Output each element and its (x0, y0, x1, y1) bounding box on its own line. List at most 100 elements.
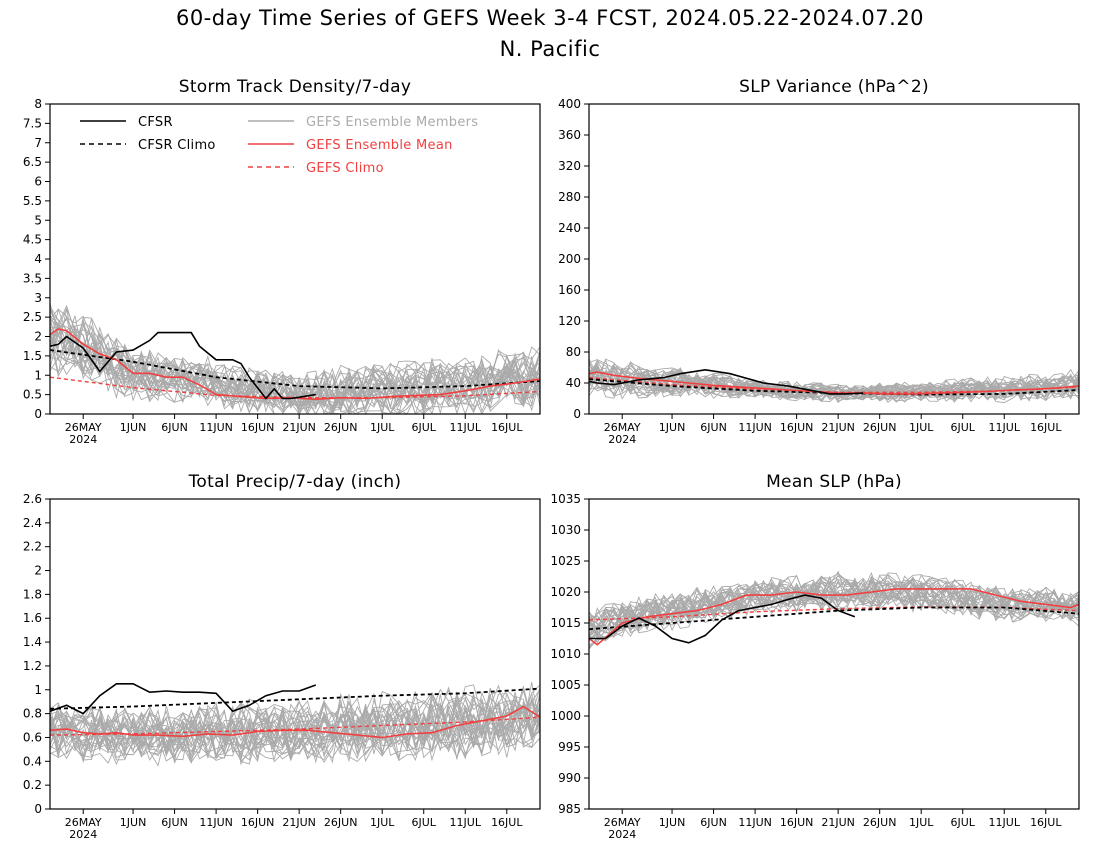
y-tick-label: 3.5 (23, 271, 42, 285)
y-tick-label: 120 (558, 314, 581, 328)
y-tick-label: 5.5 (23, 194, 42, 208)
y-tick-label: 1.2 (23, 659, 42, 673)
y-tick-label: 1 (34, 683, 42, 697)
y-tick-label: 0.2 (23, 778, 42, 792)
x-tick-label: 6JUL (951, 421, 976, 434)
panel-mslp: Mean SLP (hPa) 985 990 995 1000 1005 1010 1015 1… (550, 472, 1080, 841)
series-cfsr (50, 682, 317, 715)
series-cfsr-climo (589, 378, 1079, 396)
y-tick-label: 990 (558, 771, 581, 785)
x-tick-label: 26JUN (863, 421, 897, 434)
x-tick-year: 2024 (69, 828, 97, 841)
x-tick-label: 16JUL (491, 421, 523, 434)
y-tick-label: 2.5 (23, 310, 42, 324)
y-tick-label: 0 (34, 407, 42, 421)
panel-slpvar: SLP Variance (hPa^2) 0 40 80 120 160 200 240 280… (558, 77, 1080, 446)
legend-members-label: GEFS Ensemble Members (306, 115, 478, 130)
panel-title: Total Precip/7-day (inch) (188, 472, 402, 492)
x-tick-label: 11JUN (199, 816, 233, 829)
x-tick-label: 1JUL (370, 816, 395, 829)
ensemble-member-line (589, 362, 1079, 399)
x-tick-label: 21JUN (282, 421, 316, 434)
series-gefs-ensemble-mean (50, 705, 540, 739)
series-gefs-climo (50, 716, 540, 736)
x-tick-label: 6JUL (412, 421, 437, 434)
ensemble-member-line (589, 582, 1079, 650)
y-tick-label: 2.6 (23, 492, 42, 506)
legend-cfsr-label: CFSR (138, 115, 173, 130)
x-tick-year: 2024 (69, 433, 97, 446)
y-tick-label: 1.8 (23, 587, 42, 601)
series-gefs-ensemble-mean (50, 327, 540, 401)
x-tick-label: 21JUN (821, 816, 855, 829)
plot-frame (588, 103, 1080, 415)
x-tick-label: 26MAY (65, 816, 102, 829)
x-tick-label: 11JUL (989, 421, 1021, 434)
y-tick-label: 7 (34, 136, 42, 150)
ensemble-member-line (50, 302, 540, 409)
x-tick-label: 16JUL (1030, 816, 1062, 829)
x-tick-label: 1JUN (659, 816, 686, 829)
panel-storm: Storm Track Density/7-day 0 0.5 1 1.5 2 2.5 3 3.… (23, 77, 541, 446)
x-tick-label: 16JUN (241, 421, 275, 434)
y-tick-label: 1005 (550, 678, 581, 692)
ensemble-member-line (50, 308, 540, 406)
y-tick-label: 240 (558, 221, 581, 235)
y-tick-label: 400 (558, 97, 581, 111)
plot-area (589, 570, 1079, 650)
y-tick-label: 1 (34, 368, 42, 382)
x-tick-label: 6JUN (161, 421, 188, 434)
y-tick-label: 5 (34, 213, 42, 227)
ensemble-member-line (50, 685, 540, 751)
x-tick-label: 6JUN (161, 816, 188, 829)
legend-gefs-climo-label: GEFS Climo (306, 161, 384, 176)
x-tick-label: 16JUN (780, 816, 814, 829)
x-tick-label: 16JUN (780, 421, 814, 434)
ensemble-member-line (50, 316, 540, 414)
y-tick-label: 1.6 (23, 611, 42, 625)
x-tick-label: 11JUL (450, 421, 482, 434)
y-tick-label: 2.2 (23, 540, 42, 554)
y-tick-label: 6.5 (23, 155, 42, 169)
y-tick-label: 1030 (550, 523, 581, 537)
x-tick-label: 11JUN (738, 816, 772, 829)
y-tick-label: 0.8 (23, 707, 42, 721)
y-tick-label: 0.5 (23, 388, 42, 402)
x-tick-label: 6JUN (700, 816, 727, 829)
ensemble-members (50, 682, 540, 767)
x-tick-label: 1JUN (120, 816, 147, 829)
ensemble-member-line (50, 308, 540, 409)
series-cfsr (50, 331, 316, 400)
series-gefs-climo (50, 376, 540, 399)
panel-title: Mean SLP (hPa) (766, 472, 902, 492)
x-tick-label: 11JUN (738, 421, 772, 434)
y-tick-label: 0.6 (23, 730, 42, 744)
x-tick-year: 2024 (608, 828, 636, 841)
ensemble-member-line (589, 364, 1079, 400)
y-tick-label: 320 (558, 159, 581, 173)
y-tick-label: 995 (558, 740, 581, 754)
x-tick-label: 26MAY (604, 816, 641, 829)
ensemble-members (50, 302, 540, 414)
ensemble-member-line (589, 358, 1079, 399)
y-tick-label: 0.4 (23, 754, 42, 768)
y-tick-label: 200 (558, 252, 581, 266)
y-tick-label: 360 (558, 128, 581, 142)
y-tick-label: 6 (34, 175, 42, 189)
legend-mean-label: GEFS Ensemble Mean (306, 138, 453, 153)
plot-area (589, 358, 1079, 404)
x-tick-label: 26JUN (324, 421, 358, 434)
y-tick-label: 7.5 (23, 116, 42, 130)
legend-cfsr-climo-label: CFSR Climo (138, 138, 216, 153)
x-tick-label: 1JUL (370, 421, 395, 434)
panel-precip: Total Precip/7-day (inch)00.20.40.60.811… (23, 472, 541, 841)
x-tick-label: 11JUL (450, 816, 482, 829)
x-tick-label: 26MAY (604, 421, 641, 434)
y-tick-label: 1015 (550, 616, 581, 630)
series-cfsr (589, 594, 856, 644)
x-tick-label: 6JUN (700, 421, 727, 434)
y-tick-label: 1020 (550, 585, 581, 599)
series-cfsr (589, 368, 864, 395)
plot-area (50, 682, 540, 767)
